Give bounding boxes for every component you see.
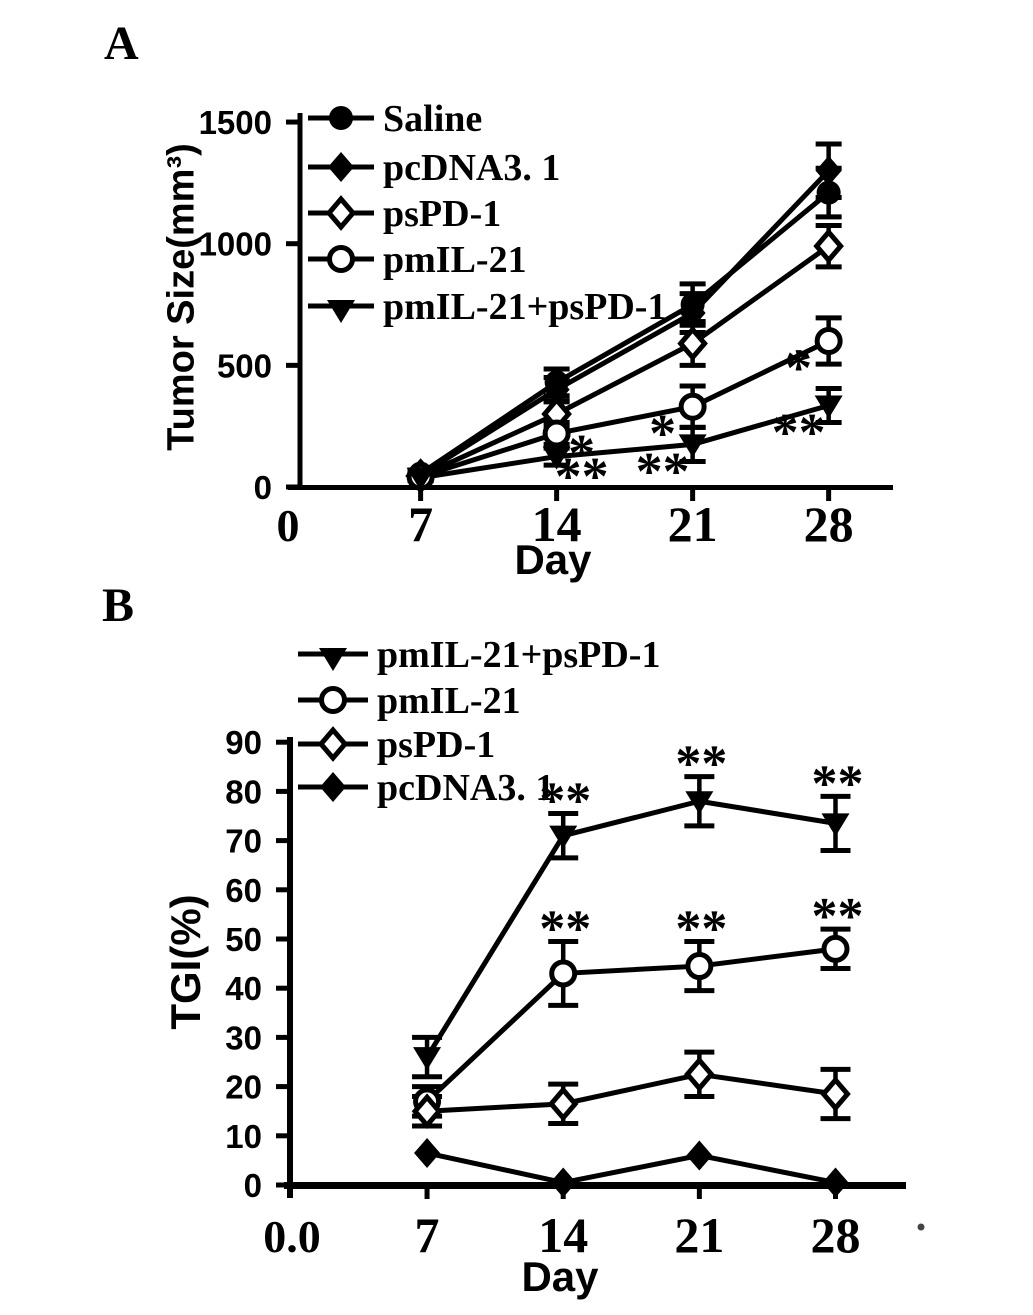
data-point-marker-open-circle xyxy=(327,245,355,273)
data-point-marker-open-diamond xyxy=(547,1085,579,1122)
legend-label: pmIL-21+psPD-1 xyxy=(383,286,666,328)
x-tick-label: 7 xyxy=(408,496,433,552)
y-tick-label: 1500 xyxy=(199,104,272,141)
panel-a-x-axis-title: Day xyxy=(514,536,592,583)
significance-marker: ** xyxy=(812,755,864,812)
data-point-marker-filled-triangle-down xyxy=(821,813,850,837)
legend-label: psPD-1 xyxy=(377,724,495,766)
significance-marker: ** xyxy=(675,736,727,793)
legend-label: pcDNA3. 1 xyxy=(377,767,554,809)
y-tick-label: 1000 xyxy=(199,226,272,263)
x-tick-label: 28 xyxy=(811,1207,861,1263)
y-tick-label: 500 xyxy=(217,347,272,384)
significance-marker: * xyxy=(649,404,676,464)
data-point-marker-filled-circle xyxy=(329,106,353,130)
data-point-marker-open-circle xyxy=(814,327,843,356)
x-tick-label: 28 xyxy=(804,496,854,552)
data-point-marker-filled-triangle-down xyxy=(678,434,707,458)
data-point-marker-filled-diamond xyxy=(550,1167,577,1198)
data-point-marker-open-circle xyxy=(542,419,571,448)
x-tick-label: 7 xyxy=(415,1207,440,1263)
data-point-marker-open-diamond xyxy=(813,228,844,264)
data-point-marker-filled-triangle-down xyxy=(542,446,571,470)
legend-label: pmIL-21 xyxy=(383,239,527,281)
x-origin-label: 0.0 xyxy=(263,1211,321,1262)
y-tick-label: 30 xyxy=(225,1019,262,1056)
data-point-marker-open-diamond xyxy=(684,1056,715,1093)
significance-marker: ** xyxy=(539,900,591,957)
series-line-pmil-21 xyxy=(425,946,836,1104)
data-point-marker-filled-diamond xyxy=(328,152,354,182)
data-point-marker-filled-triangle-down xyxy=(413,1047,442,1071)
data-point-marker-open-diamond xyxy=(677,325,708,362)
significance-marker: ** xyxy=(675,900,727,957)
y-tick-label: 0 xyxy=(244,1167,262,1204)
data-point-marker-open-diamond xyxy=(820,1076,851,1112)
y-tick-label: 60 xyxy=(225,872,262,909)
series-line-pmil-21-pspd-1 xyxy=(424,798,836,1059)
data-point-marker-open-circle xyxy=(319,686,347,714)
x-tick-label: 21 xyxy=(668,496,718,552)
x-tick-label: 14 xyxy=(538,1207,588,1263)
y-tick-label: 40 xyxy=(225,970,262,1007)
significance-marker: ** xyxy=(812,888,864,945)
data-point-marker-filled-triangle-down xyxy=(406,467,435,491)
significance-marker: ** xyxy=(636,441,690,501)
y-tick-label: 90 xyxy=(225,724,262,761)
y-tick-label: 80 xyxy=(225,773,262,810)
data-point-marker-filled-triangle-down xyxy=(685,791,714,815)
data-point-marker-open-diamond xyxy=(411,1093,443,1130)
data-point-marker-filled-diamond xyxy=(679,298,706,329)
significance-marker: * xyxy=(785,338,812,398)
data-point-marker-filled-diamond xyxy=(320,772,346,802)
significance-marker: ** xyxy=(539,773,591,830)
data-point-marker-filled-diamond xyxy=(822,1167,849,1198)
significance-marker: * xyxy=(568,423,595,483)
data-point-marker-open-circle xyxy=(685,952,714,981)
data-point-marker-filled-diamond xyxy=(686,1140,713,1171)
data-point-marker-filled-diamond xyxy=(543,374,570,405)
legend-label: pcDNA3. 1 xyxy=(383,147,560,189)
y-tick-label: 10 xyxy=(225,1118,262,1155)
data-point-marker-filled-triangle-down xyxy=(814,395,843,419)
stray-mark xyxy=(917,1223,925,1231)
panel-a-label: A xyxy=(104,17,139,70)
legend-label: pmIL-21 xyxy=(377,680,521,722)
y-tick-label: 70 xyxy=(225,823,262,860)
series-line-pmil-21 xyxy=(419,338,830,480)
data-point-marker-open-circle xyxy=(678,392,707,421)
y-tick-label: 0 xyxy=(254,469,272,506)
y-tick-label: 50 xyxy=(225,921,262,958)
data-point-marker-filled-circle xyxy=(816,180,841,205)
y-tick-label: 20 xyxy=(225,1069,262,1106)
series-line-pcdna3-1 xyxy=(426,1150,836,1186)
panel-b-x-axis-title: Day xyxy=(521,1253,599,1300)
data-point-marker-open-circle xyxy=(549,959,578,988)
data-point-marker-open-diamond xyxy=(325,195,357,231)
series-line-saline xyxy=(419,190,831,476)
panel-b-label: B xyxy=(102,579,135,632)
legend-label: psPD-1 xyxy=(383,193,501,235)
series-line-pspd-1 xyxy=(426,1071,836,1114)
x-origin-label: 0 xyxy=(277,500,300,551)
x-tick-label: 21 xyxy=(674,1207,724,1263)
data-point-marker-filled-triangle-down xyxy=(327,300,355,323)
significance-marker: ** xyxy=(555,447,609,507)
legend-label: Saline xyxy=(383,98,482,140)
legend-label: pmIL-21+psPD-1 xyxy=(377,634,660,676)
significance-marker: ** xyxy=(772,402,826,462)
data-point-marker-filled-diamond xyxy=(414,1138,441,1169)
series-line-pspd-1 xyxy=(419,244,831,479)
x-tick-label: 14 xyxy=(532,496,582,552)
data-point-marker-open-diamond xyxy=(317,726,349,762)
data-point-marker-filled-triangle-down xyxy=(549,825,578,849)
data-point-marker-filled-diamond xyxy=(815,155,842,186)
data-point-marker-filled-triangle-down xyxy=(319,648,347,671)
data-point-marker-open-circle xyxy=(821,934,850,963)
series-line-pmil-21-pspd-1 xyxy=(420,403,830,481)
series-line-pcdna3-1 xyxy=(419,168,831,477)
